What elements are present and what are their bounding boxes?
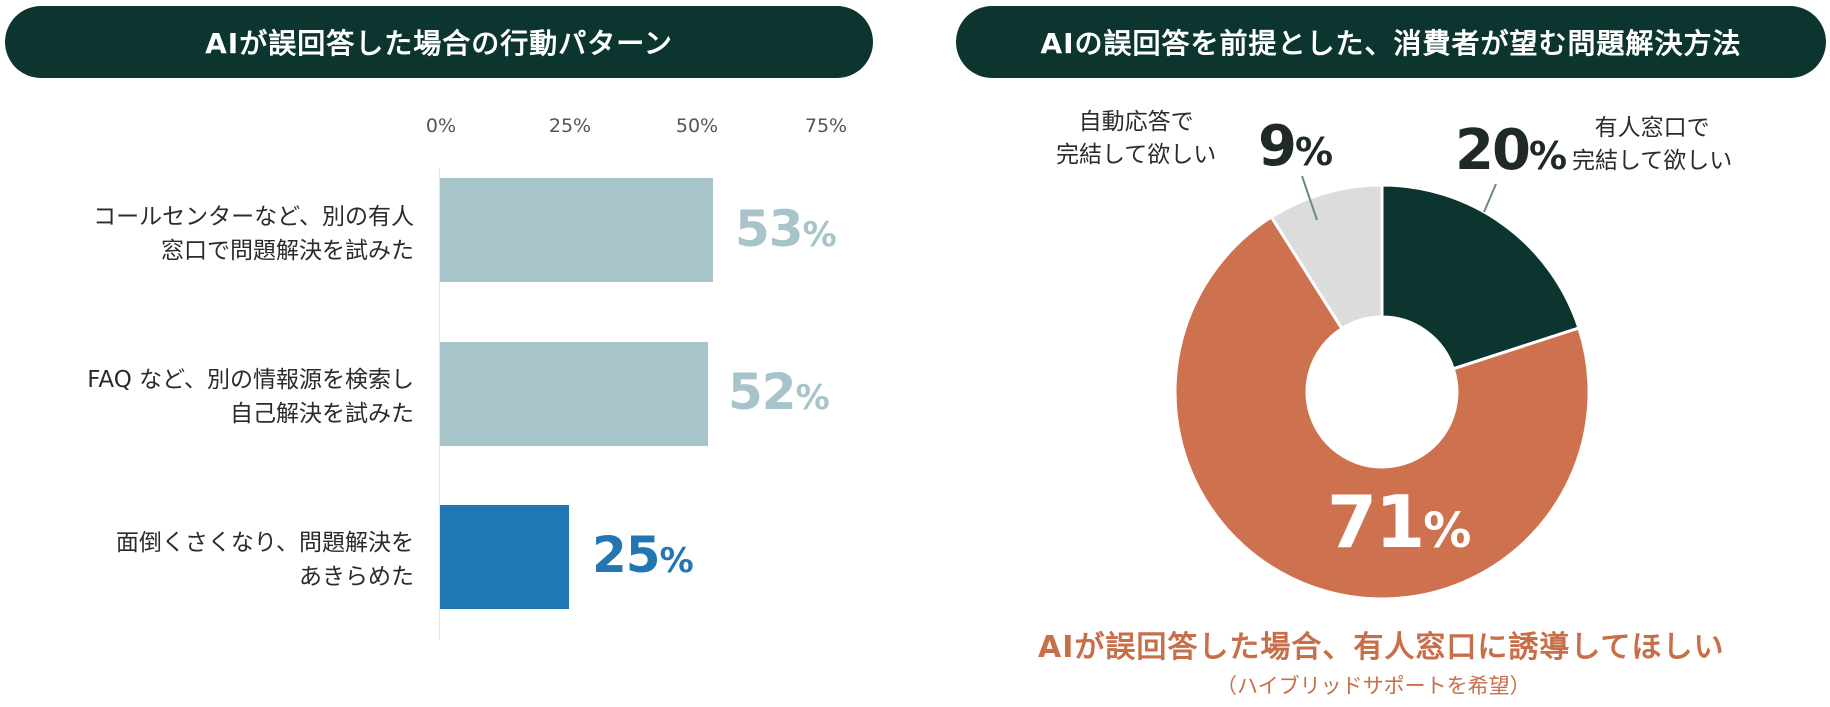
segment-value-auto-number: 9 [1258,114,1297,179]
axis-tick-50: 50% [675,115,719,137]
bar-value-3-number: 25 [592,526,661,584]
hybrid-callout-sub: （ハイブリッドサポートを希望） [1216,674,1531,698]
segment-20-human [1380,183,1581,371]
left-chart-title: AIが誤回答した場合の行動パターン [5,6,873,78]
bar-1 [440,178,713,282]
bar-label-1: コールセンターなど、別の有人 窓口で問題解決を試みた [93,200,414,268]
donut-graphic [1173,183,1591,601]
bar-label-3-line1: 面倒くさくなり、問題解決を [115,530,414,556]
left-chart-title-text: AIが誤回答した場合の行動パターン [205,27,673,60]
segment-value-auto-unit: % [1294,130,1333,174]
right-chart-title-text: AIの誤回答を前提とした、消費者が望む問題解決方法 [1040,27,1742,60]
hybrid-callout: AIが誤回答した場合、有人窓口に誘導してほしい [1038,630,1725,665]
segment-71-hybrid [1173,214,1591,601]
bar-value-1-unit: % [802,215,837,255]
axis-tick-25: 25% [548,115,592,137]
donut-svg [1173,183,1591,601]
segment-label-human-line1: 有人窓口で [1594,115,1710,141]
axis-tick-75: 75% [804,115,848,137]
segment-value-human-unit: % [1528,134,1567,178]
segment-label-auto-line1: 自動応答で [1078,109,1194,135]
axis-tick-0: 0% [425,115,457,137]
bar-value-2-number: 52 [728,363,797,421]
bar-3 [440,505,569,609]
segment-value-human-number: 20 [1455,118,1531,183]
segment-label-auto-line2: 完結して欲しい [1056,142,1217,168]
segment-value-hybrid-number: 71 [1327,480,1425,564]
bar-value-1-number: 53 [735,200,804,258]
right-chart-title: AIの誤回答を前提とした、消費者が望む問題解決方法 [956,6,1826,78]
bar-value-3-unit: % [659,541,694,581]
segment-value-auto: 9% [1258,114,1333,179]
bar-value-1: 53% [735,200,837,258]
bar-2 [440,342,708,446]
segment-value-human: 20% [1455,118,1567,183]
bar-value-2-unit: % [795,378,830,418]
bar-label-1-line2: 窓口で問題解決を試みた [161,238,414,264]
bar-label-2-line2: 自己解決を試みた [230,401,414,427]
bar-label-2-line1: FAQ など、別の情報源を検索し [87,367,414,393]
segment-label-human: 有人窓口で 完結して欲しい [1572,112,1732,178]
bar-label-3-line2: あきらめた [299,564,414,590]
bar-label-3: 面倒くさくなり、問題解決を あきらめた [116,526,414,594]
segment-9-auto [1269,183,1384,331]
bar-label-2: FAQ など、別の情報源を検索し 自己解決を試みた [87,363,414,431]
segment-value-hybrid-unit: % [1423,503,1471,559]
segment-label-human-line2: 完結して欲しい [1572,148,1733,174]
bar-value-2: 52% [728,363,830,421]
bar-value-3: 25% [592,526,694,584]
axis-baseline [439,168,440,640]
bar-label-1-line1: コールセンターなど、別の有人 [93,204,414,230]
segment-label-auto: 自動応答で 完結して欲しい [1056,106,1216,172]
segment-value-hybrid: 71% [1327,480,1471,564]
